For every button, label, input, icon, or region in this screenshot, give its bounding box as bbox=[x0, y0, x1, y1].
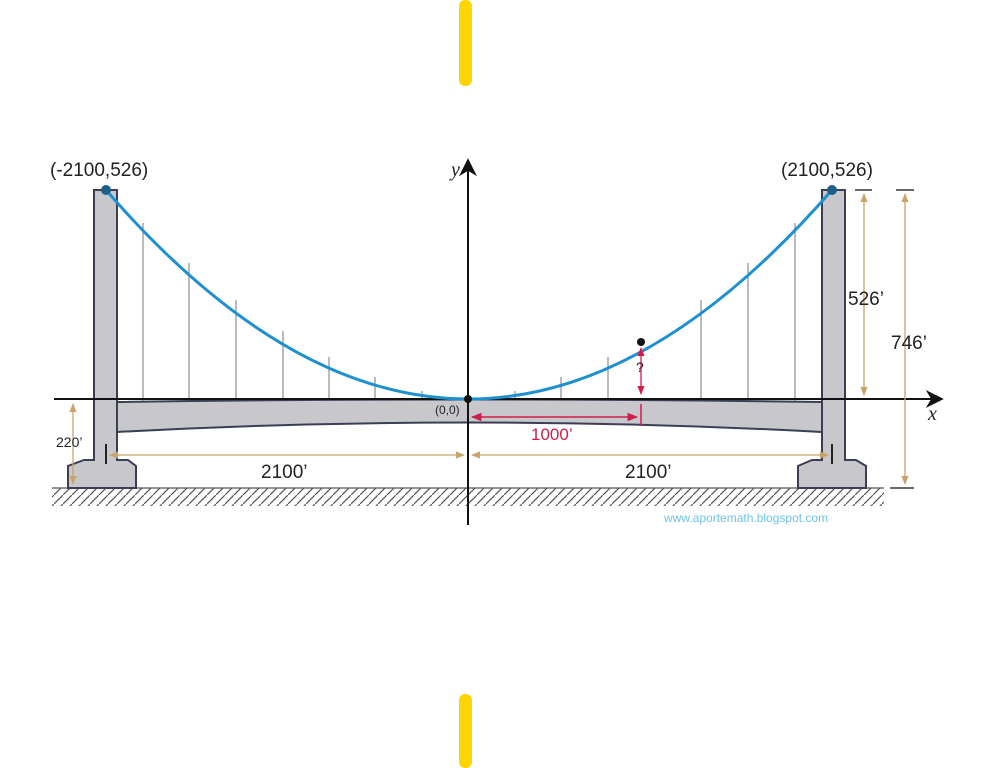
bottom-divider-bar bbox=[459, 694, 472, 768]
clearance-220-label: 220’ bbox=[56, 434, 82, 450]
left-point-label: (-2100,526) bbox=[50, 160, 148, 181]
right-pylon bbox=[797, 189, 867, 489]
origin-point bbox=[464, 395, 472, 403]
unknown-height-label: ? bbox=[636, 359, 644, 375]
height-526-label: 526’ bbox=[848, 289, 884, 310]
suspender-cables bbox=[142, 223, 796, 401]
span-left-label: 2100’ bbox=[261, 462, 308, 483]
x-axis-label: x bbox=[927, 403, 937, 425]
right-top-point bbox=[827, 185, 837, 195]
right-point-label: (2100,526) bbox=[781, 160, 873, 181]
left-pylon bbox=[67, 189, 137, 489]
query-point bbox=[637, 338, 645, 346]
left-top-point bbox=[101, 185, 111, 195]
y-axis-label: y bbox=[449, 159, 460, 181]
origin-label: (0,0) bbox=[435, 403, 460, 417]
height-746-label: 746’ bbox=[891, 333, 927, 354]
bridge-deck bbox=[116, 398, 823, 434]
watermark: www.aportemath.blogspot.com bbox=[663, 511, 828, 525]
top-divider-bar bbox=[459, 0, 472, 86]
span-right-label: 2100’ bbox=[625, 462, 672, 483]
distance-1000-label: 1000’ bbox=[531, 425, 573, 444]
